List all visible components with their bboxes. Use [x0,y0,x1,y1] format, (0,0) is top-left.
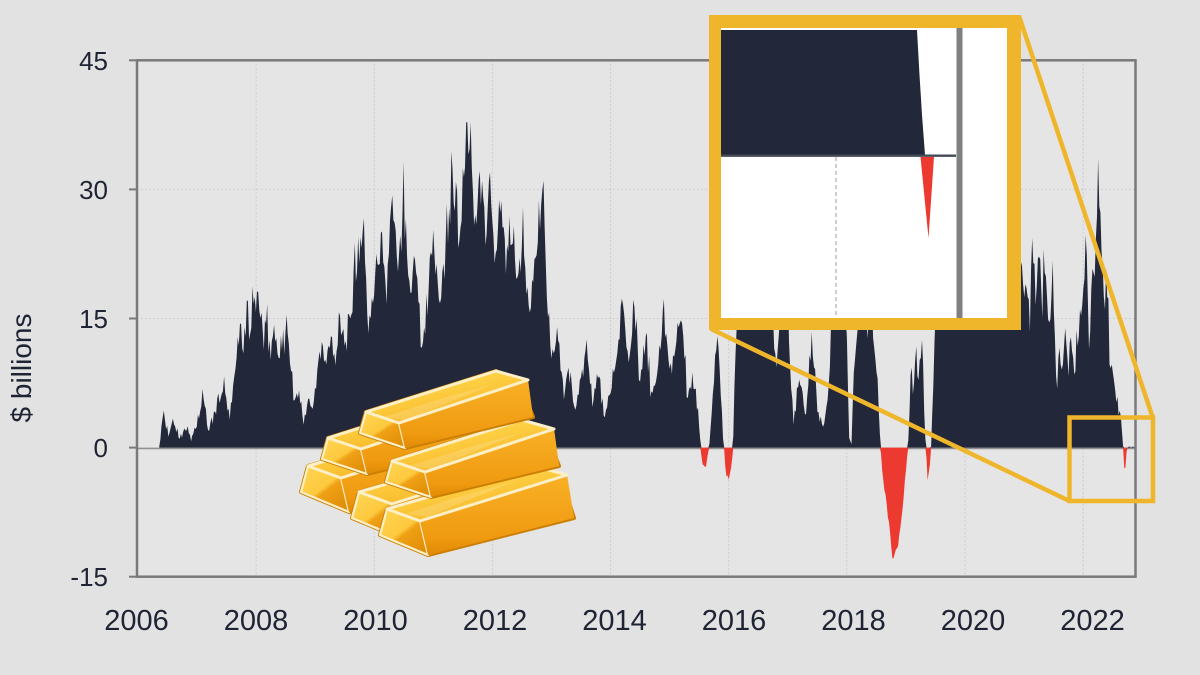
svg-text:2020: 2020 [941,605,1006,637]
svg-text:2018: 2018 [821,605,886,637]
svg-text:2012: 2012 [463,605,528,637]
svg-text:2014: 2014 [582,605,647,637]
svg-text:45: 45 [79,46,108,76]
svg-text:0: 0 [94,433,108,463]
svg-text:2022: 2022 [1060,605,1125,637]
svg-text:2016: 2016 [702,605,767,637]
svg-text:2010: 2010 [343,605,408,637]
svg-text:2006: 2006 [104,605,169,637]
svg-text:15: 15 [79,304,108,334]
svg-text:2008: 2008 [224,605,289,637]
svg-text:30: 30 [79,175,108,205]
svg-text:-15: -15 [70,562,108,592]
svg-text:$ billions: $ billions [6,314,37,423]
